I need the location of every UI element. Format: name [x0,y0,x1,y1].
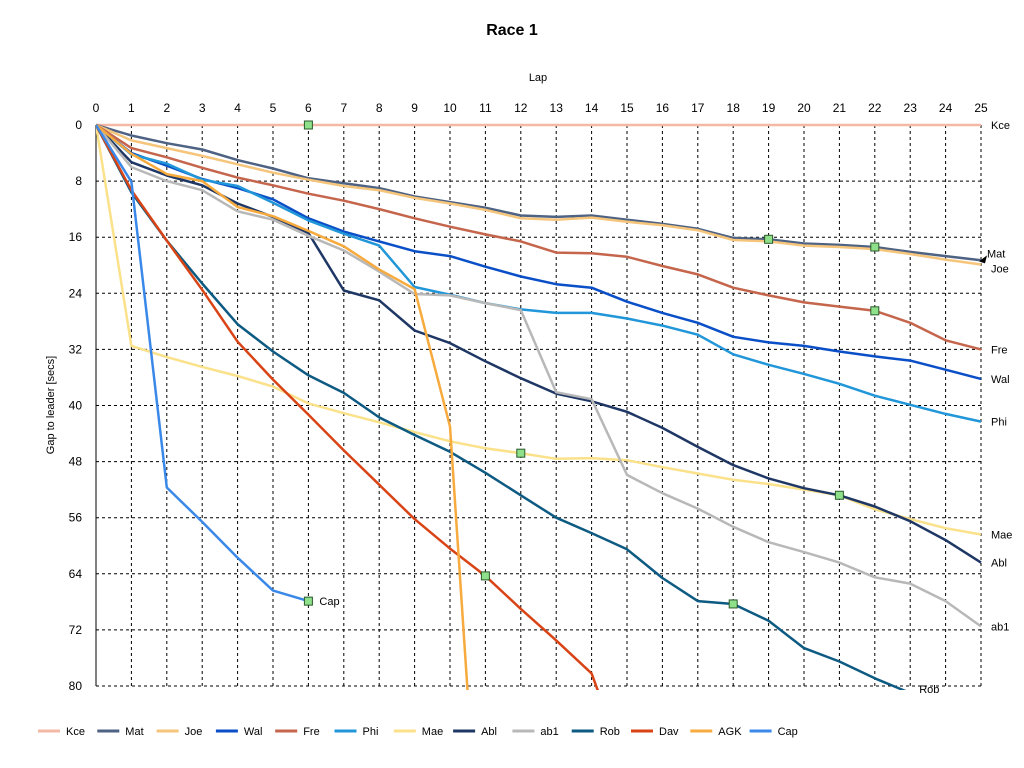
legend-label-wal: Wal [244,726,263,738]
end-label-mae: Mae [991,530,1012,542]
series-line-rob [96,124,907,690]
x-tick-label: 12 [514,101,528,115]
x-tick-label: 25 [974,101,988,115]
x-tick-label: 10 [443,101,457,115]
marker-cap [303,596,313,606]
marker-fre [870,306,880,316]
series-line-dav [96,124,599,690]
x-tick-label: 5 [270,101,277,115]
legend-label-mae: Mae [422,726,443,738]
x-tick-label: 4 [234,101,241,115]
y-tick-label: 48 [69,455,83,469]
end-label-kce: Kce [991,120,1010,132]
legend-label-agk: AGK [718,726,742,738]
end-label-fre: Fre [991,344,1008,356]
x-tick-label: 19 [762,101,776,115]
series-line-joe [96,123,982,266]
x-tick-label: 22 [868,101,882,115]
x-tick-label: 17 [691,101,705,115]
marker-mat [870,242,880,252]
x-tick-label: 9 [411,101,418,115]
legend-label-ab1: ab1 [540,726,558,738]
marker-layer [303,120,880,609]
x-tick-label: 7 [340,101,347,115]
legend-label-phi: Phi [363,726,379,738]
legend: Kce Mat Joe Wal Fre Phi Mae Abl ab1 Rob Dav AGK Cap [38,726,798,738]
y-tick-label: 64 [69,567,83,581]
y-tick-label: 80 [69,679,83,693]
marker-mat [764,234,774,244]
x-tick-label: 14 [585,101,599,115]
y-tick-label: 40 [69,399,83,413]
legend-label-kce: Kce [66,726,85,738]
y-tick-label: 0 [75,118,82,132]
marker-kce [303,120,313,130]
y-tick-label: 24 [69,286,83,300]
grid-layer [95,124,982,687]
legend-label-fre: Fre [303,726,320,738]
mat-pointer-icon [979,255,987,264]
end-label-cap: Cap [319,596,339,608]
end-label-joe: Joe [991,264,1009,276]
x-tick-label: 15 [620,101,634,115]
series-line-mat [96,123,982,262]
y-tick-label: 56 [69,511,83,525]
end-label-rob: Rob [919,684,939,696]
x-tick-label: 20 [797,101,811,115]
y-tick-label: 8 [75,174,82,188]
tick-labels: 0 1 2 3 4 5 6 7 8 9 10 11 12 13 14 15 16 17 18 19 20 21 22 23 24… [69,101,988,693]
y-tick-label: 72 [69,623,83,637]
x-tick-label: 1 [128,101,135,115]
x-tick-label: 16 [656,101,670,115]
legend-label-dav: Dav [659,726,679,738]
x-tick-label: 23 [904,101,918,115]
marker-rob [728,599,738,609]
series-line-cap [96,124,309,603]
end-label-ab1: ab1 [991,621,1009,633]
x-tick-label: 11 [479,101,492,115]
legend-label-rob: Rob [600,726,620,738]
y-tick-label: 32 [69,342,83,356]
marker-mae [516,448,526,458]
x-tick-label: 3 [199,101,206,115]
end-label-mat: Mat [987,248,1005,260]
x-tick-label: 0 [93,101,100,115]
marker-abl [834,490,844,500]
series-line-agk [96,124,469,690]
legend-label-cap: Cap [778,726,798,738]
y-tick-label: 16 [69,230,83,244]
series-layer [96,123,982,690]
legend-label-mat: Mat [125,726,143,738]
end-label-phi: Phi [991,417,1007,429]
series-line-phi [96,124,982,423]
chart-title: Race 1 [486,22,538,39]
legend-label-abl: Abl [481,726,497,738]
end-label-abl: Abl [991,558,1007,570]
x-axis-title: Lap [529,72,547,84]
series-line-fre [96,123,982,351]
x-tick-label: 21 [833,101,847,115]
marker-dav [480,571,490,581]
y-axis-title: Gap to leader [secs] [45,356,57,454]
x-tick-label: 6 [305,101,312,115]
series-line-ab1 [96,124,982,628]
x-tick-label: 2 [163,101,170,115]
end-labels: Kce Mat Joe Wal Fre Phi Mae Abl ab1 Rob Cap [319,120,1012,696]
series-line-abl [96,124,982,564]
legend-label-joe: Joe [185,726,203,738]
x-tick-label: 18 [727,101,741,115]
x-tick-label: 13 [550,101,564,115]
end-label-wal: Wal [991,374,1010,386]
x-tick-label: 8 [376,101,383,115]
x-tick-label: 24 [939,101,953,115]
